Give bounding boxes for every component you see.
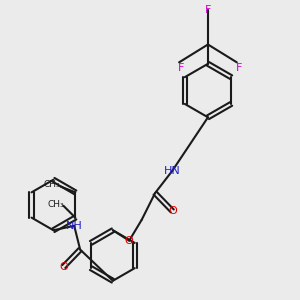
Text: CH₃: CH₃ (48, 200, 64, 209)
Text: O: O (168, 206, 177, 216)
Text: O: O (59, 262, 68, 272)
Text: F: F (178, 63, 184, 73)
Text: O: O (125, 236, 134, 246)
Text: F: F (236, 63, 242, 73)
Text: CH₃: CH₃ (43, 180, 60, 189)
Text: NH: NH (66, 221, 83, 231)
Text: F: F (205, 5, 211, 15)
Text: HN: HN (164, 166, 181, 176)
